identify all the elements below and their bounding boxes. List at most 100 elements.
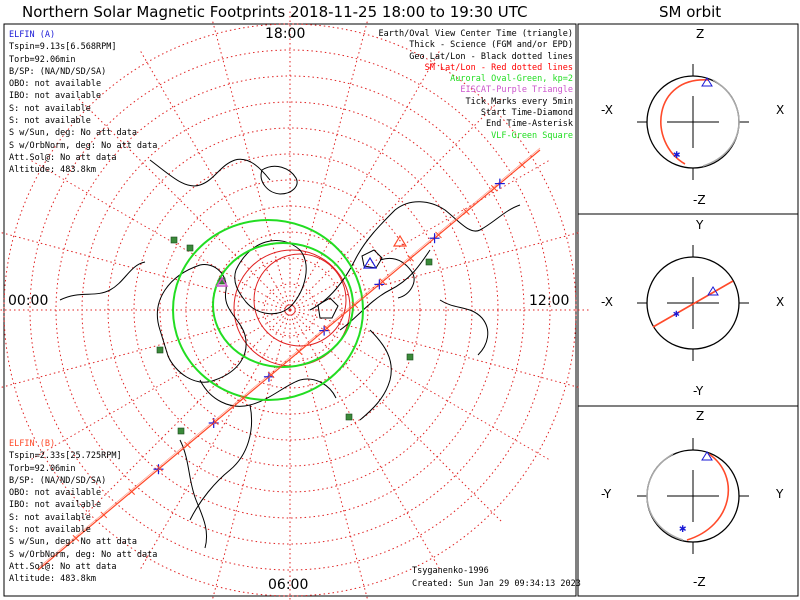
orbit1-bottom-label: -Z [693,193,706,207]
coastline-alaska [189,404,253,521]
orbit3-right-label: Y [776,487,784,501]
elfin-a-footprint-track [37,147,541,569]
orbit3-top-label: Z [696,409,705,423]
orbit-back-arc [646,453,684,541]
legend-item: Auroral Oval-Green, kp=2 [450,74,573,85]
hour-label-bottom: 06:00 [268,577,309,593]
sm-lon-line [29,309,291,461]
elfin-b-tick [379,278,387,285]
elfin-b-tick [212,418,219,425]
elfin-b-tick [463,208,470,215]
vlf-square [425,258,433,266]
elfin-b-line: Tspin=2.33s[25.725RPM] [9,451,122,462]
elfin-a-line: Torb=92.06min [9,54,76,65]
elfin-b-tick [323,324,331,332]
view-center-triangle-b [392,234,408,247]
sm-lon-line [211,20,291,311]
elfin-b-tick [407,254,414,262]
coastline-siberia [359,329,392,421]
sm-lon-line [289,309,580,389]
elfin-b-tick [267,371,275,379]
elfin-b-name: ELFIN (B) [9,439,56,449]
orbit2-top-label: Y [696,218,704,232]
vlf-square [170,236,178,244]
orbit-asterisk: ✱ [679,521,686,535]
legend-item: Earth/Oval View Center Time (triangle) [378,29,573,39]
coastline-canada [156,264,247,383]
elfin-a-line: S: not available [9,103,91,114]
orbit3-left-label: -Y [601,487,612,501]
sm-lon-line [289,309,369,600]
sm-lon-line [139,309,291,571]
sm-lat-circle [107,127,473,493]
sm-lon-line [289,309,503,523]
elfin-b-line: Torb=92.06min [9,463,76,474]
orbit-asterisk: ✱ [673,147,680,161]
elfin-b-line: Altitude: 483.8km [9,574,96,585]
sm-lon-line [77,97,291,311]
sm-lat-circle [3,23,577,597]
coastline-arctic-islands [317,297,339,319]
elfin-a-line: S w/OrbNorm, deg: No att data [9,140,158,151]
elfin-b-line: S: not available [9,525,91,536]
coastline-africa [59,261,146,301]
elfin-b-line: S w/OrbNorm, deg: No att data [9,549,158,560]
elfin-b-tick [128,488,136,495]
orbit-title: SM orbit [659,3,722,21]
elfin-a-line: S: not available [9,116,91,127]
orbit-front-arc [686,453,730,541]
sm-lon-line [289,309,551,461]
auroral-oval-outer [172,219,364,401]
elfin-b-line: B/SP: (NA/ND/SD/SA) [9,475,107,486]
orbit-projection [652,280,734,328]
created-label: Created: Sun Jan 29 09:34:13 2023 [412,579,581,589]
orbit-triangle [701,77,713,87]
eiscat-triangle [215,276,229,287]
elfin-a-line: Tspin=9.13s[6.568RPM] [9,42,117,53]
elfin-a-line: Att.Sol@: No att data [9,152,117,163]
elfin-b-line: S w/Sun, deg: No att data [9,537,137,548]
elfin-a-line: IBO: not available [9,91,102,102]
orbit1-left-label: -X [601,103,613,117]
model-label: Tsyganenko-1996 [412,566,489,576]
legend-item: Start Time-Diamond [480,108,573,119]
orbit2-right-label: X [776,295,785,309]
elfin-b-line: S: not available [9,512,91,523]
vlf-square [406,353,414,361]
vlf-square [156,346,164,354]
elfin-b-line: Att.Sol@: No att data [9,561,117,572]
orbit-back-arc [702,79,740,167]
auroral-oval-inner [212,242,354,368]
coastline-svalbard [361,249,383,269]
view-center-triangle-a [362,256,378,269]
orbit-triangle [707,286,719,296]
vlf-stations [156,236,433,435]
orbit3-bottom-label: -Z [693,575,706,589]
auroral-ovals [172,219,364,401]
orbit-front-arc [660,79,710,165]
coastline-pacific-rim [439,299,489,356]
elfin-a-info: ELFIN (A) Tspin=9.13s[6.568RPM] Torb=92.… [9,29,157,177]
coastline-canada-north [199,378,337,407]
coastline-europe [149,158,271,187]
legend-item: EISCAT-Purple Triangle [460,85,573,96]
coastlines [59,158,521,549]
sm-lon-line [289,159,551,311]
vlf-square [177,427,185,435]
elfin-b-line: IBO: not available [9,500,102,511]
legend-item: Geo Lat/Lon - Black dotted lines [409,51,573,62]
sm-lat-circle [159,179,421,441]
orbit1-right-label: X [776,103,785,117]
hour-label-left: 00:00 [8,293,49,309]
sm-lat-circle [29,49,551,571]
sm-lon-line [289,97,503,311]
sm-orbit-panels: ✱ ✱ ✱ [637,64,749,554]
coastline-iceland [260,165,298,195]
elfin-a-line: B/SP: (NA/ND/SD/SA) [9,66,107,77]
orbit2-bottom-label: -Y [693,384,704,398]
orbit2-left-label: -X [601,295,613,309]
coastline-eurasia-1 [309,201,521,311]
legend-item: End Time-Asterisk [486,119,573,130]
